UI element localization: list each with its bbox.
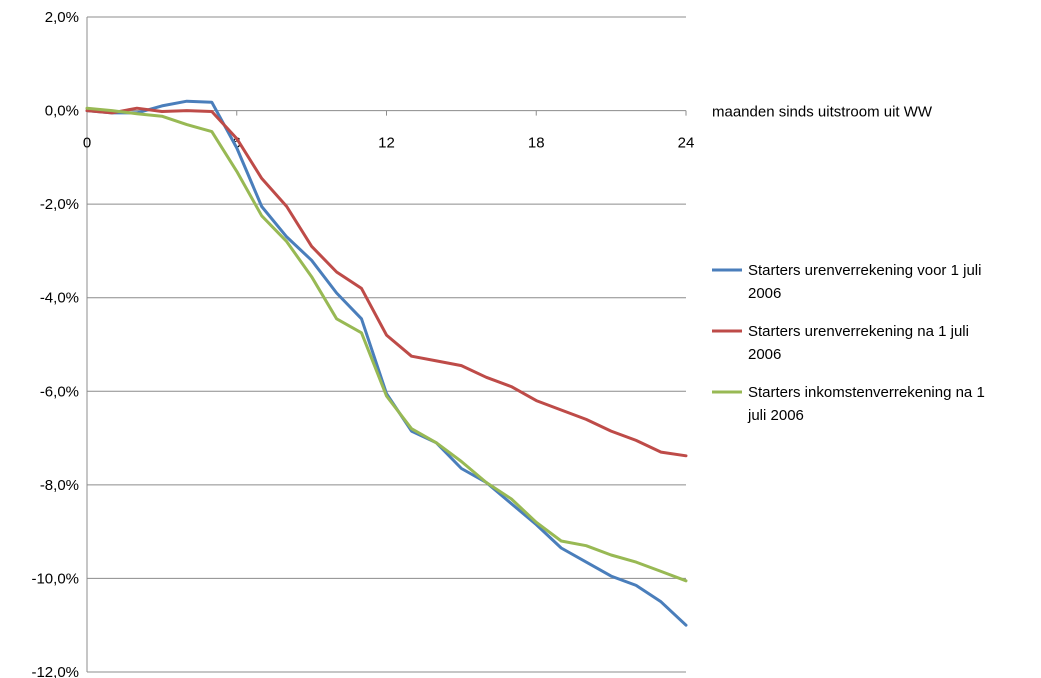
legend-label-3: juli 2006 bbox=[747, 407, 804, 424]
y-axis-ticks: 2,0% 0,0% -2,0% -4,0% -6,0% -8,0% -10,0% -12,0% bbox=[31, 9, 79, 678]
x-axis-label: maanden sinds uitstroom uit WW bbox=[712, 104, 933, 121]
y-tick-label: 2,0% bbox=[45, 9, 79, 26]
legend: Starters urenverrekening voor 1 juli 2006… bbox=[712, 262, 985, 424]
legend-label-2: 2006 bbox=[748, 346, 781, 363]
series-line-1 bbox=[85, 99, 688, 627]
legend-label-1: 2006 bbox=[748, 285, 781, 302]
x-axis-ticks: 0 6 12 18 24 bbox=[83, 110, 695, 152]
legend-label-2: Starters urenverrekening na 1 juli bbox=[748, 323, 969, 340]
legend-label-1: Starters urenverrekening voor 1 juli bbox=[748, 262, 981, 279]
x-tick-label: 24 bbox=[678, 135, 695, 152]
y-tick-label: -6,0% bbox=[40, 383, 79, 400]
y-tick-label: -12,0% bbox=[31, 664, 79, 678]
series-lines bbox=[85, 99, 688, 627]
x-tick-label: 6 bbox=[233, 135, 241, 152]
gridlines bbox=[87, 16, 686, 673]
y-tick-label: -4,0% bbox=[40, 290, 79, 307]
x-tick-label: 18 bbox=[528, 135, 545, 152]
series-line-3 bbox=[85, 106, 688, 583]
y-tick-label: 0,0% bbox=[45, 103, 79, 120]
y-tick-label: -2,0% bbox=[40, 196, 79, 213]
series-line-2 bbox=[85, 106, 688, 458]
y-tick-label: -8,0% bbox=[40, 477, 79, 494]
legend-label-3: Starters inkomstenverrekening na 1 bbox=[748, 384, 985, 401]
y-tick-label: -10,0% bbox=[31, 570, 79, 587]
x-tick-label: 0 bbox=[83, 135, 91, 152]
x-tick-label: 12 bbox=[378, 135, 395, 152]
